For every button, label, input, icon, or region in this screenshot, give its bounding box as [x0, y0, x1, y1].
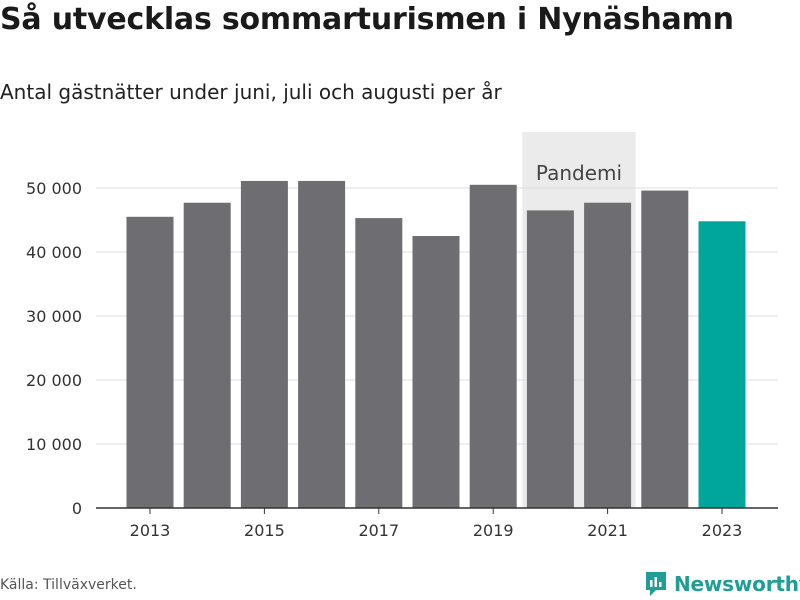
source-note: Källa: Tillväxverket. [0, 577, 137, 593]
x-tick-label: 2023 [702, 521, 743, 540]
bar-2018 [412, 236, 460, 508]
chart-subtitle: Antal gästnätter under juni, juli och au… [0, 80, 502, 104]
bar-2013 [126, 216, 174, 509]
bar-2017 [355, 218, 403, 508]
annotation-label-pandemi: Pandemi [536, 161, 622, 185]
bar-2020 [526, 210, 574, 508]
y-tick-label: 10 000 [26, 435, 82, 454]
x-tick-label: 2019 [473, 521, 514, 540]
y-tick-label: 30 000 [26, 307, 82, 326]
bar-2019 [469, 184, 517, 509]
y-tick-label: 50 000 [26, 179, 82, 198]
x-tick-label: 2015 [244, 521, 285, 540]
y-tick-label: 20 000 [26, 371, 82, 390]
bar-2023 [698, 221, 746, 508]
x-tick-label: 2017 [358, 521, 399, 540]
bar-2016 [298, 180, 346, 508]
bar-2022 [641, 190, 689, 508]
x-tick-label: 2021 [587, 521, 628, 540]
brand-logo: Newsworthy [644, 568, 800, 600]
y-tick-label: 40 000 [26, 243, 82, 262]
chart-title: Så utvecklas sommarturismen i Nynäshamn [0, 2, 734, 37]
bar-2014 [183, 202, 231, 508]
x-tick-label: 2013 [130, 521, 171, 540]
bar-2021 [584, 202, 632, 508]
y-tick-label: 0 [72, 499, 82, 518]
bar-2015 [240, 180, 288, 508]
brand-label: Newsworthy [674, 572, 800, 596]
newsworthy-logo-icon [646, 572, 666, 596]
